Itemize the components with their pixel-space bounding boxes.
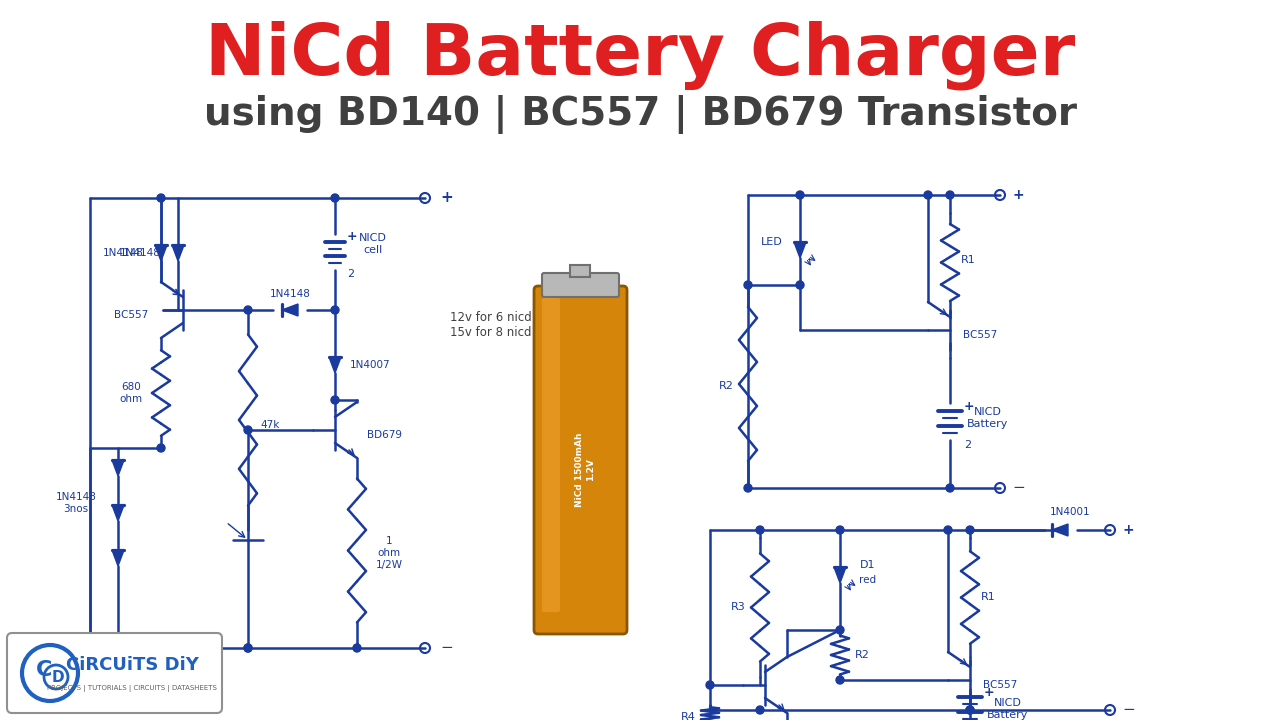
Polygon shape (1052, 524, 1068, 536)
Circle shape (244, 306, 252, 314)
Circle shape (332, 396, 339, 404)
Polygon shape (172, 245, 184, 261)
Text: R1: R1 (960, 255, 975, 265)
Circle shape (796, 191, 804, 199)
Text: 12v for 6 nicd cell
15v for 8 nicd cell: 12v for 6 nicd cell 15v for 8 nicd cell (451, 311, 556, 339)
Text: +: + (1012, 188, 1024, 202)
Text: red: red (859, 575, 877, 585)
Text: C: C (36, 660, 52, 680)
Circle shape (744, 484, 753, 492)
Text: 1N4148
3nos: 1N4148 3nos (55, 492, 96, 514)
Text: 2: 2 (964, 440, 972, 450)
Text: +: + (440, 191, 453, 205)
Text: +: + (964, 400, 974, 413)
Circle shape (244, 426, 252, 434)
Circle shape (86, 644, 93, 652)
Circle shape (744, 281, 753, 289)
Text: 1N4148: 1N4148 (102, 248, 143, 258)
Text: BC557: BC557 (983, 680, 1018, 690)
Polygon shape (835, 567, 846, 583)
Text: +: + (347, 230, 357, 243)
Circle shape (966, 706, 974, 714)
Circle shape (945, 526, 952, 534)
Text: NiCd Battery Charger: NiCd Battery Charger (205, 20, 1075, 90)
Circle shape (836, 526, 844, 534)
Circle shape (332, 194, 339, 202)
Text: +: + (1123, 523, 1134, 537)
Text: R2: R2 (855, 650, 869, 660)
Circle shape (244, 644, 252, 652)
Text: R4: R4 (681, 712, 695, 720)
Circle shape (157, 194, 165, 202)
Text: +: + (984, 686, 995, 700)
Circle shape (332, 306, 339, 314)
Circle shape (796, 281, 804, 289)
Text: NICD
Battery: NICD Battery (987, 698, 1029, 720)
Circle shape (966, 526, 974, 534)
FancyBboxPatch shape (534, 286, 627, 634)
Circle shape (966, 706, 974, 714)
Text: R3: R3 (731, 602, 745, 612)
Text: 2: 2 (347, 269, 355, 279)
Text: R1: R1 (980, 592, 996, 602)
FancyBboxPatch shape (6, 633, 221, 713)
Text: 1N4001: 1N4001 (1050, 507, 1091, 517)
Text: 1N4007: 1N4007 (349, 360, 390, 370)
Text: 1N4148: 1N4148 (270, 289, 311, 299)
Circle shape (756, 706, 764, 714)
Text: PROJECTS | TUTORIALS | CIRCUITS | DATASHEETS: PROJECTS | TUTORIALS | CIRCUITS | DATASH… (47, 685, 216, 691)
Polygon shape (794, 242, 806, 258)
FancyBboxPatch shape (541, 298, 561, 612)
Text: 1
ohm
1/2W: 1 ohm 1/2W (375, 536, 402, 570)
Text: NiCd 1500mAh
1.2V: NiCd 1500mAh 1.2V (575, 433, 595, 508)
Text: D1: D1 (860, 560, 876, 570)
Circle shape (244, 644, 252, 652)
FancyBboxPatch shape (541, 273, 620, 297)
Polygon shape (113, 550, 124, 566)
Text: BD679: BD679 (367, 430, 402, 440)
Circle shape (756, 526, 764, 534)
Text: 1N4148: 1N4148 (119, 248, 160, 258)
Polygon shape (282, 304, 298, 316)
Text: −: − (440, 641, 453, 655)
Text: BC557: BC557 (963, 330, 997, 340)
Text: LED: LED (762, 237, 783, 247)
Bar (570, 265, 590, 277)
Text: 47k: 47k (260, 420, 280, 430)
Text: −: − (1012, 480, 1025, 495)
Circle shape (924, 191, 932, 199)
Circle shape (946, 191, 954, 199)
Circle shape (157, 444, 165, 452)
Text: BC557: BC557 (114, 310, 148, 320)
Polygon shape (155, 245, 166, 261)
Polygon shape (329, 357, 340, 373)
Text: R2: R2 (718, 381, 733, 391)
Polygon shape (113, 460, 124, 476)
Circle shape (946, 484, 954, 492)
Text: −: − (1123, 703, 1135, 718)
Polygon shape (113, 505, 124, 521)
Circle shape (353, 644, 361, 652)
Text: CiRCUiTS DiY: CiRCUiTS DiY (65, 656, 198, 674)
Text: using BD140 | BC557 | BD679 Transistor: using BD140 | BC557 | BD679 Transistor (204, 96, 1076, 135)
Circle shape (707, 681, 714, 689)
Text: 680
ohm: 680 ohm (119, 382, 142, 404)
Circle shape (836, 676, 844, 684)
Text: NICD
Battery: NICD Battery (968, 408, 1009, 429)
Text: NICD
cell: NICD cell (360, 233, 387, 255)
Circle shape (836, 626, 844, 634)
Text: D: D (51, 670, 64, 685)
